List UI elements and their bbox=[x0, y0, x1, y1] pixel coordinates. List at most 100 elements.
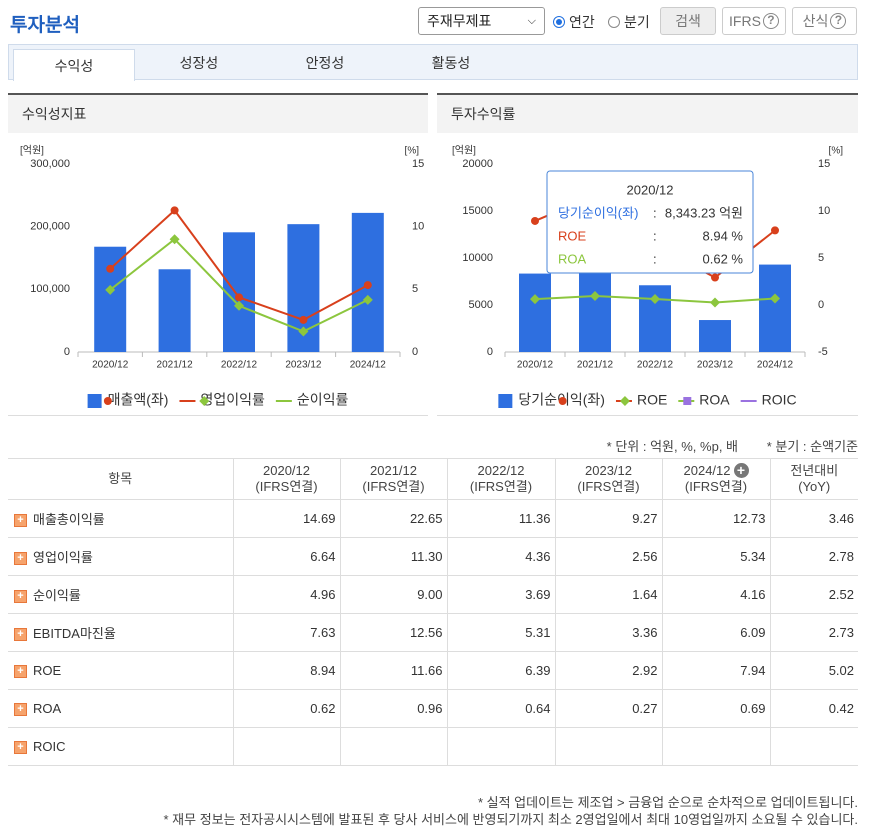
radio-annual[interactable]: 연간 bbox=[553, 12, 595, 32]
value-cell: 12.56 bbox=[339, 613, 448, 652]
value-cell: 11.30 bbox=[339, 537, 448, 576]
search-button[interactable]: 검색 bbox=[660, 7, 716, 35]
table-row: + 영업이익률 6.64 11.30 4.36 2.56 5.34 2.78 bbox=[8, 537, 858, 576]
table-row: + ROA 0.62 0.96 0.64 0.27 0.69 0.42 bbox=[8, 689, 858, 728]
statement-select[interactable]: 주재무제표 ⌵ bbox=[418, 7, 545, 35]
marker bbox=[298, 326, 309, 337]
value-cell: 11.66 bbox=[339, 651, 448, 690]
tooltip-value: 0.62 % bbox=[703, 251, 744, 266]
x-tick-label: 2021/12 bbox=[157, 360, 194, 371]
legend-label: ROE bbox=[637, 392, 667, 408]
value-cell: 2.56 bbox=[554, 537, 663, 576]
legend-item[interactable]: 순이익률 bbox=[275, 392, 349, 408]
expand-icon[interactable]: + bbox=[14, 741, 27, 755]
formula-button[interactable]: 산식? bbox=[792, 7, 857, 35]
x-tick-label: 2023/12 bbox=[285, 360, 322, 371]
y-tick-label: 0 bbox=[487, 346, 493, 358]
value-cell: 0.69 bbox=[661, 689, 771, 728]
table-row: + ROE 8.94 11.66 6.39 2.92 7.94 5.02 bbox=[8, 651, 858, 690]
value-cell: 4.36 bbox=[446, 537, 556, 576]
header-period: 2021/12 bbox=[370, 463, 417, 478]
value-cell: 2.78 bbox=[769, 537, 858, 576]
panel-title: 투자수익률 bbox=[437, 93, 858, 133]
header-cell: 항목 bbox=[8, 458, 234, 500]
tooltip-value: 8,343.23 억원 bbox=[665, 205, 743, 220]
tab[interactable]: 활동성 bbox=[431, 55, 471, 71]
expand-icon[interactable]: + bbox=[14, 590, 27, 604]
value-cell: 0.62 bbox=[232, 689, 341, 728]
legend-label: 영업이익률 bbox=[200, 392, 265, 408]
expand-icon[interactable]: + bbox=[14, 703, 27, 717]
x-tick-label: 2024/12 bbox=[350, 360, 387, 371]
marker bbox=[169, 234, 180, 245]
marker bbox=[650, 293, 660, 304]
x-tick-label: 2022/12 bbox=[637, 360, 674, 371]
tab[interactable]: 성장성 bbox=[179, 55, 219, 71]
header-cell: 2023/12 (IFRS연결) bbox=[554, 458, 663, 500]
marker bbox=[771, 226, 779, 235]
expand-icon[interactable]: + bbox=[14, 514, 27, 528]
header-cell: 2022/12 (IFRS연결) bbox=[446, 458, 556, 500]
y2-tick-label: -5 bbox=[818, 346, 828, 358]
legend-label: ROIC bbox=[762, 392, 797, 408]
marker bbox=[235, 293, 243, 302]
value-cell: 1.64 bbox=[554, 575, 663, 614]
y2-tick-label: 0 bbox=[818, 299, 824, 311]
value-cell: 2.73 bbox=[769, 613, 858, 652]
y2-tick-label: 10 bbox=[818, 205, 830, 217]
value-cell: 3.69 bbox=[446, 575, 556, 614]
help-icon: ? bbox=[830, 13, 847, 29]
tab[interactable]: 안정성 bbox=[305, 55, 345, 71]
radio-label: 연간 bbox=[569, 14, 595, 30]
value-cell: 6.09 bbox=[661, 613, 771, 652]
radio-quarter[interactable]: 분기 bbox=[608, 12, 650, 32]
tooltip-separator: : bbox=[653, 228, 657, 243]
value-cell: 0.27 bbox=[554, 689, 663, 728]
value-cell: 6.64 bbox=[232, 537, 341, 576]
y-tick-label: 5000 bbox=[469, 299, 493, 311]
value-cell: 0.64 bbox=[446, 689, 556, 728]
value-cell: 14.69 bbox=[232, 499, 341, 538]
units-note: * 분기 : 순액기준 bbox=[766, 439, 858, 454]
legend-item[interactable]: 당기순이익(좌) bbox=[498, 392, 605, 408]
x-tick-label: 2023/12 bbox=[697, 360, 734, 371]
y-axis-unit: [억원] bbox=[452, 145, 476, 157]
select-text: 주재무제표 bbox=[427, 13, 492, 29]
header-basis: (IFRS연결) bbox=[577, 479, 640, 494]
marker bbox=[531, 216, 539, 225]
value-cell: 8.94 bbox=[232, 651, 341, 690]
expand-icon[interactable]: + bbox=[14, 552, 27, 566]
value-cell: 5.34 bbox=[661, 537, 771, 576]
legend-label: 순이익률 bbox=[297, 392, 349, 408]
y-tick-label: 10000 bbox=[462, 252, 493, 264]
chevron: ⌵ bbox=[527, 14, 536, 27]
legend-item[interactable]: 영업이익률 bbox=[179, 392, 265, 408]
tab[interactable]: 수익성 bbox=[13, 49, 135, 81]
chart-panel: 투자수익률 [억원] [%] 0 5000 10000 15000 20000 -5 0 5 10 1… bbox=[437, 93, 858, 416]
marker bbox=[234, 300, 244, 311]
header-period: 2020/12 bbox=[263, 463, 310, 478]
value-cell bbox=[232, 727, 341, 766]
header-period: 2024/12 bbox=[683, 463, 731, 478]
y2-axis-unit: [%] bbox=[829, 146, 844, 157]
row-name: EBITDA마진율 bbox=[33, 626, 116, 641]
y-tick-label: 0 bbox=[64, 346, 70, 358]
expand-icon[interactable]: + bbox=[14, 628, 27, 642]
table-row: + 순이익률 4.96 9.00 3.69 1.64 4.16 2.52 bbox=[8, 575, 858, 614]
tooltip-separator: : bbox=[653, 251, 657, 266]
x-tick-label: 2020/12 bbox=[92, 360, 129, 371]
tooltip-box bbox=[546, 170, 754, 274]
bar bbox=[158, 269, 191, 352]
ifrs-button[interactable]: IFRS? bbox=[722, 7, 786, 35]
expand-icon[interactable]: + bbox=[733, 463, 749, 478]
btn-text: IFRS bbox=[729, 13, 761, 29]
value-cell: 5.02 bbox=[769, 651, 858, 690]
table-row: + ROIC bbox=[8, 727, 858, 766]
legend-item[interactable]: 매출액(좌) bbox=[87, 392, 169, 408]
expand-icon[interactable]: + bbox=[14, 665, 27, 679]
y2-tick-label: 5 bbox=[412, 283, 418, 295]
legend-item[interactable]: ROIC bbox=[740, 392, 797, 408]
row-name-cell: + EBITDA마진율 bbox=[8, 613, 234, 652]
tooltip-label: ROA bbox=[558, 251, 587, 266]
header-basis: (IFRS연결) bbox=[362, 479, 425, 494]
